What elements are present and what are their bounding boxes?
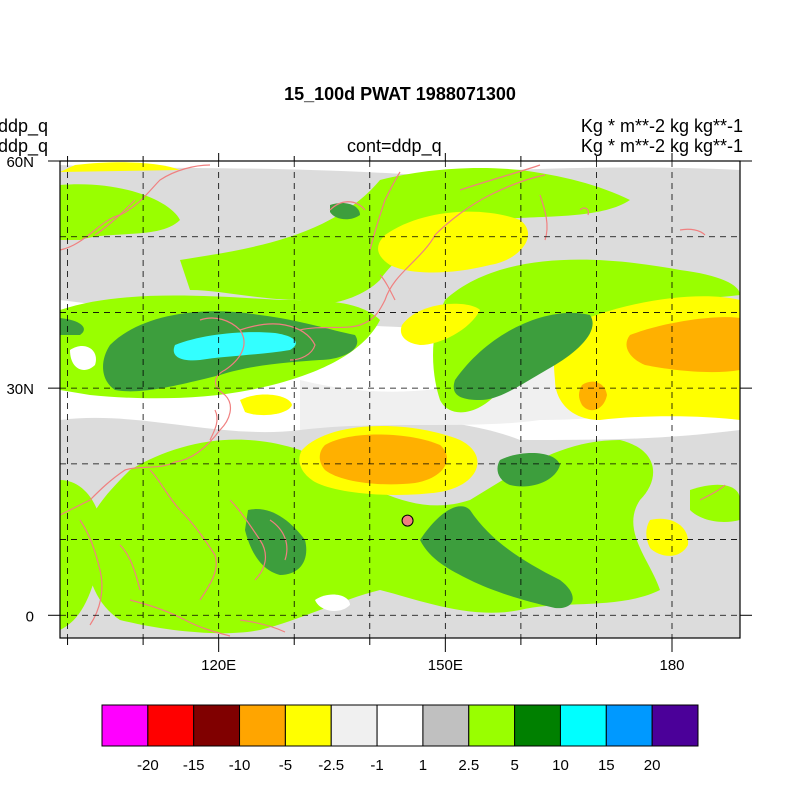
colorbar-label: 15 [598, 757, 615, 774]
colorbar-label: -5 [279, 757, 292, 774]
right-units-label: Kg * m**-2 kg kg**-1 [580, 116, 743, 136]
left-variable-label: ddp_q [0, 136, 49, 156]
center-contour-label: cont=ddp_q [347, 136, 442, 156]
colorbar-swatch [147, 704, 195, 747]
colorbar-label: -10 [229, 757, 251, 774]
colorbar-swatch [193, 704, 241, 747]
colorbar-swatch [239, 704, 286, 747]
lat-tick-label: 60N [6, 154, 34, 171]
colorbar [101, 704, 699, 747]
anomaly-field [60, 161, 740, 638]
colorbar-swatch [284, 704, 332, 747]
colorbar-label: 20 [644, 757, 661, 774]
lon-tick-label: 180 [659, 657, 684, 674]
colorbar-label: 5 [510, 757, 518, 774]
coastlines [60, 164, 726, 637]
colorbar-label: 1 [419, 757, 427, 774]
colorbar-label: -1 [370, 757, 383, 774]
lon-tick-label: 120E [201, 657, 236, 674]
right-units-label: Kg * m**-2 kg kg**-1 [580, 136, 743, 156]
colorbar-swatch [376, 704, 424, 747]
colorbar-label: -2.5 [318, 757, 344, 774]
colorbar-label: 10 [552, 757, 569, 774]
colorbar-swatch [605, 704, 653, 747]
lat-tick-label: 0 [26, 608, 34, 625]
colorbar-swatch [514, 704, 561, 747]
colorbar-labels: -20 -15 -10 -5 -2.5 -1 1 2.5 5 10 15 20 [137, 757, 660, 774]
lat-tick-label: 30N [6, 381, 34, 398]
colorbar-swatch [651, 704, 699, 747]
colorbar-swatch [330, 704, 378, 747]
axis-ticks [48, 153, 752, 652]
colorbar-label: 2.5 [458, 757, 479, 774]
colorbar-swatch [101, 704, 149, 747]
station-marker [401, 514, 414, 527]
lon-tick-label: 150E [428, 657, 463, 674]
colorbar-swatch [468, 704, 516, 747]
plot-title: 15_100d PWAT 1988071300 [284, 84, 516, 104]
axis-tick-labels: 0 30N 60N 120E 150E 180 [6, 154, 684, 674]
map-frame [59, 160, 741, 639]
colorbar-swatch [422, 704, 470, 747]
colorbar-label: -15 [183, 757, 205, 774]
lat-lon-grid [60, 161, 740, 638]
colorbar-swatch [559, 704, 607, 747]
colorbar-label: -20 [137, 757, 159, 774]
left-variable-label: ddp_q [0, 116, 49, 136]
